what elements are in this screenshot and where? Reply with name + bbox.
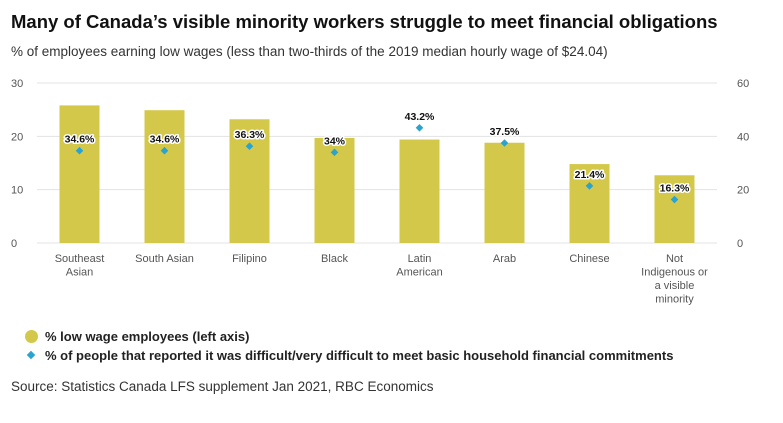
data-label: 36.3% [235, 129, 265, 141]
data-label: 43.2% [405, 111, 435, 123]
source-note: Source: Statistics Canada LFS supplement… [11, 379, 434, 394]
legend-circle-icon [24, 329, 38, 343]
data-label-halo: 37.5% [490, 126, 520, 138]
y-left-tick-label: 30 [11, 78, 23, 90]
data-label: 21.4% [575, 169, 605, 181]
data-label-halo: 34% [324, 135, 346, 147]
data-label: 34.6% [65, 134, 95, 146]
data-label-halo: 43.2% [405, 111, 435, 123]
x-tick-label: Indigenous or [641, 267, 708, 279]
chart-subtitle: % of employees earning low wages (less t… [11, 44, 608, 59]
x-tick-label: Southeast [55, 253, 105, 265]
x-tick-label: a visible [655, 280, 695, 292]
data-label-halo: 36.3% [235, 129, 265, 141]
scatter-point [160, 146, 169, 155]
axis-ticks-group: 0 10 20 30 0 20 40 60 Southeast Asian South Asian F… [11, 78, 749, 306]
x-tick-label: Arab [493, 253, 516, 265]
bar [399, 139, 440, 243]
data-label: 16.3% [660, 183, 690, 195]
bar [654, 175, 695, 243]
data-label-halo: 16.3% [660, 183, 690, 195]
data-label-halo: 34.6% [150, 134, 180, 146]
markers-group [75, 124, 679, 204]
data-label: 34% [324, 135, 346, 147]
chart-legend: % low wage employees (left axis) % of pe… [22, 327, 673, 364]
bar [144, 110, 185, 243]
y-left-tick-label: 20 [11, 131, 23, 143]
x-tick-label: Not [666, 253, 683, 265]
y-right-tick-label: 20 [737, 185, 749, 197]
y-right-tick-label: 40 [737, 131, 749, 143]
x-tick-label: American [396, 267, 442, 279]
data-label-halo: 34.6% [65, 134, 95, 146]
grid-lines [37, 82, 717, 244]
scatter-point [75, 146, 84, 155]
legend-label-low-wage: % low wage employees (left axis) [45, 328, 250, 344]
bar [484, 142, 525, 243]
legend-diamond-icon [26, 350, 36, 360]
data-labels-group: 34.6%34.6% 34.6%34.6% 36.3%36.3%34%34%43.2… [63, 109, 691, 196]
legend-label-difficulty: % of people that reported it was difficu… [45, 347, 674, 363]
legend-item-low-wage: % low wage employees (left axis) [22, 327, 673, 345]
scatter-point [585, 182, 594, 190]
scatter-point [670, 195, 679, 204]
x-tick-label: South Asian [135, 253, 194, 265]
scatter-point [330, 148, 339, 157]
data-label-halo: 21.4% [575, 169, 605, 181]
bar [569, 164, 610, 243]
y-left-tick-label: 0 [11, 238, 17, 250]
scatter-point [415, 124, 424, 132]
x-tick-label: Filipino [232, 253, 267, 265]
scatter-point [245, 142, 254, 150]
bar [229, 119, 270, 243]
scatter-point [500, 139, 509, 147]
chart-title: Many of Canada’s visible minority worker… [11, 11, 718, 32]
x-tick-label: Chinese [569, 253, 609, 265]
y-left-tick-label: 10 [11, 185, 23, 197]
y-right-tick-label: 0 [737, 238, 743, 250]
x-tick-label: Latin [408, 253, 432, 265]
x-tick-label: minority [655, 294, 694, 306]
legend-item-difficulty: % of people that reported it was difficu… [22, 346, 673, 364]
data-label: 37.5% [490, 126, 520, 138]
data-label: 34.6% [150, 134, 180, 146]
x-tick-label: Asian [66, 267, 94, 279]
x-tick-label: Black [321, 253, 348, 265]
bar [59, 105, 100, 244]
y-right-tick-label: 60 [737, 78, 749, 90]
